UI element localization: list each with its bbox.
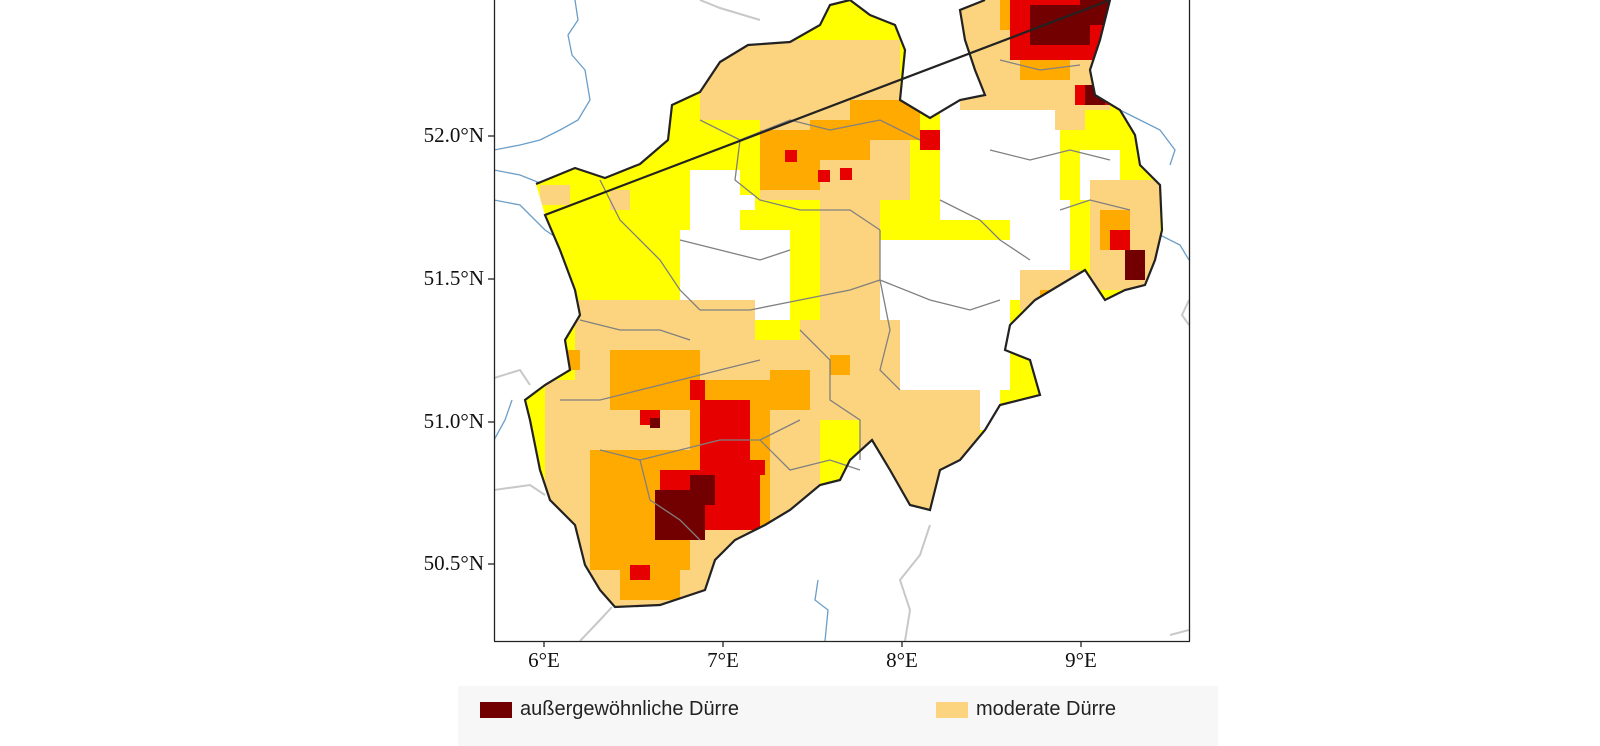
y-tick-label: 51.0°N — [423, 409, 484, 433]
legend-swatch — [936, 701, 968, 718]
y-tick-label: 51.5°N — [423, 266, 484, 290]
legend-label: außergewöhnliche Dürre — [520, 698, 740, 720]
x-tick-label: 8°E — [886, 648, 918, 672]
neighbor-borders — [494, 0, 1189, 641]
map-plot-area — [494, 0, 1189, 641]
drought-grid — [525, 0, 1162, 607]
legend-label: moderate Dürre — [976, 698, 1117, 720]
legend-swatch — [480, 701, 512, 718]
legend-item-moderate-drought: moderate Dürre — [936, 698, 1116, 721]
district-borders — [560, 59, 1131, 541]
state-border — [523, 0, 1164, 609]
legend-item-exceptional-drought: außergewöhnliche Dürre — [480, 698, 739, 721]
y-tick-label: 52.0°N — [423, 123, 484, 147]
axes-frame — [488, 0, 1191, 647]
x-tick-label: 9°E — [1065, 648, 1097, 672]
x-tick-label: 7°E — [707, 648, 739, 672]
drought-map — [488, 0, 1191, 647]
legend: außergewöhnliche Dürre moderate Dürre — [458, 686, 1218, 746]
y-tick-label: 50.5°N — [423, 551, 484, 575]
x-tick-label: 6°E — [528, 648, 560, 672]
